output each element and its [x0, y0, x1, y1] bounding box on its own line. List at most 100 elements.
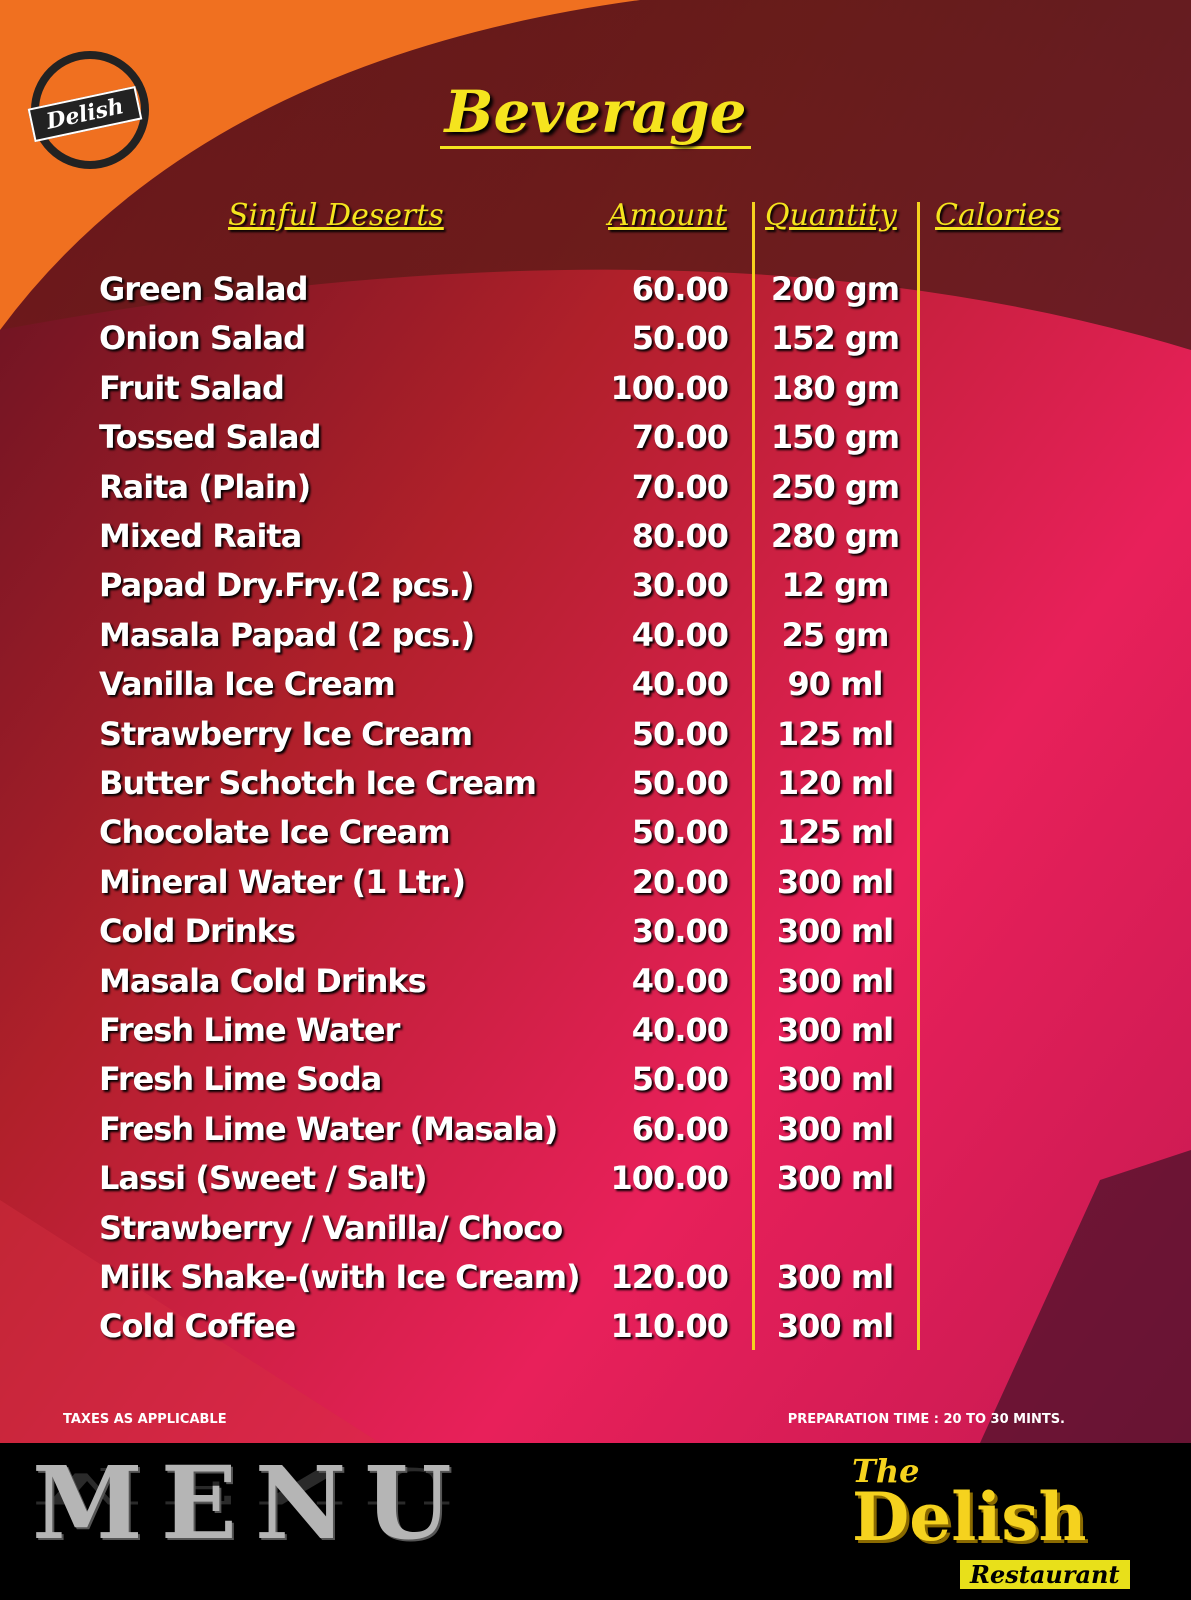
item-amount: 100.00	[610, 368, 729, 407]
item-amount: 30.00	[631, 566, 729, 605]
item-name: Butter Schotch Ice Cream	[99, 764, 537, 802]
item-amount: 50.00	[631, 764, 729, 802]
item-name: Cold Coffee	[99, 1307, 296, 1346]
item-quantity: 90 ml	[787, 665, 884, 704]
item-quantity: 300 ml	[776, 1109, 894, 1148]
column-header: Quantity	[765, 198, 897, 233]
item-quantity: 180 gm	[770, 368, 900, 407]
item-amount: 50.00	[631, 813, 729, 852]
item-name: Onion Salad	[99, 319, 306, 358]
item-quantity: 152 gm	[770, 319, 900, 358]
item-quantity: 200 gm	[770, 270, 900, 308]
title: Beverage	[0, 78, 1191, 149]
item-name: Raita (Plain)	[99, 467, 311, 506]
item-amount: 40.00	[631, 961, 729, 1000]
menu-row: Vanilla Ice Cream 40.00 90 ml	[0, 665, 1191, 715]
item-amount: 100.00	[610, 1159, 729, 1198]
item-name: Green Salad	[99, 270, 308, 308]
item-quantity: 300 ml	[776, 1258, 894, 1296]
preparation-note: PREPARATION TIME : 20 TO 30 MINTS.	[787, 1412, 1065, 1427]
item-quantity: 150 gm	[770, 418, 900, 457]
menu-row: Green Salad 60.00 200 gm	[0, 270, 1191, 320]
item-amount: 20.00	[631, 862, 729, 901]
item-name: Papad Dry.Fry.(2 pcs.)	[99, 566, 475, 605]
menu-row: Fruit Salad 100.00 180 gm	[0, 369, 1191, 419]
item-quantity: 12 gm	[781, 566, 890, 605]
menu-row: Fresh Lime Soda 50.00 300 ml	[0, 1060, 1191, 1110]
item-amount: 40.00	[631, 615, 729, 654]
item-quantity: 300 ml	[776, 1011, 894, 1049]
item-name: Mineral Water (1 Ltr.)	[99, 862, 466, 901]
item-name: Masala Papad (2 pcs.)	[99, 615, 475, 654]
item-quantity: 300 ml	[776, 912, 894, 951]
item-name: Fresh Lime Water	[99, 1011, 400, 1049]
brand-name: Delish	[852, 1478, 1087, 1556]
column-divider	[752, 202, 755, 1350]
menu-row: Fresh Lime Water 40.00 300 ml	[0, 1011, 1191, 1061]
item-amount: 40.00	[631, 665, 729, 704]
item-quantity: 120 ml	[776, 764, 894, 802]
item-name: Strawberry Ice Cream	[99, 714, 473, 753]
item-amount: 60.00	[631, 270, 729, 308]
menu-row: Strawberry Ice Cream 50.00 125 ml	[0, 715, 1191, 765]
column-header: Calories	[935, 198, 1061, 233]
brand-the: The	[852, 1452, 920, 1490]
item-name: Fresh Lime Water (Masala)	[99, 1109, 558, 1148]
item-amount: 80.00	[631, 517, 729, 555]
item-name: Chocolate Ice Cream	[99, 813, 451, 852]
item-name: Masala Cold Drinks	[99, 961, 427, 1000]
column-header: Amount	[608, 198, 727, 233]
taxes-note: TAXES AS APPLICABLE	[63, 1412, 227, 1427]
menu-row: Onion Salad 50.00 152 gm	[0, 319, 1191, 369]
item-amount: 120.00	[610, 1258, 729, 1296]
menu-row: Lassi (Sweet / Salt) 100.00 300 ml	[0, 1159, 1191, 1209]
item-quantity: 25 gm	[781, 615, 890, 654]
item-amount: 50.00	[631, 319, 729, 358]
menu-row: Chocolate Ice Cream 50.00 125 ml	[0, 813, 1191, 863]
item-name: Fresh Lime Soda	[99, 1060, 382, 1099]
item-amount: 50.00	[631, 1060, 729, 1099]
item-amount: 30.00	[631, 912, 729, 951]
item-name: Cold Drinks	[99, 912, 296, 951]
menu-row: Tossed Salad 70.00 150 gm	[0, 418, 1191, 468]
menu-row: Mixed Raita 80.00 280 gm	[0, 517, 1191, 567]
menu-row: Masala Cold Drinks 40.00 300 ml	[0, 962, 1191, 1012]
item-quantity: 300 ml	[776, 1307, 894, 1346]
menu-row: Raita (Plain) 70.00 250 gm	[0, 468, 1191, 518]
item-quantity: 300 ml	[776, 862, 894, 901]
item-amount: 70.00	[631, 467, 729, 506]
item-amount: 110.00	[610, 1307, 729, 1346]
item-name: Strawberry / Vanilla/ Choco	[99, 1208, 563, 1247]
item-quantity: 125 ml	[776, 813, 894, 852]
item-amount: 60.00	[631, 1109, 729, 1148]
menu-row: Masala Papad (2 pcs.) 40.00 25 gm	[0, 616, 1191, 666]
item-amount: 50.00	[631, 714, 729, 753]
item-quantity: 280 gm	[770, 517, 900, 555]
item-quantity: 300 ml	[776, 961, 894, 1000]
brand-tagline: Restaurant	[960, 1560, 1130, 1589]
menu-row: Mineral Water (1 Ltr.) 20.00 300 ml	[0, 863, 1191, 913]
menu-row: Butter Schotch Ice Cream 50.00 120 ml	[0, 764, 1191, 814]
item-quantity: 250 gm	[770, 467, 900, 506]
item-name: Vanilla Ice Cream	[99, 665, 396, 704]
menu-row: Cold Coffee 110.00 300 ml	[0, 1307, 1191, 1357]
item-name: Milk Shake-(with Ice Cream)	[99, 1258, 581, 1296]
item-quantity: 125 ml	[776, 714, 894, 753]
item-amount: 70.00	[631, 418, 729, 457]
item-quantity: 300 ml	[776, 1159, 894, 1198]
item-name: Fruit Salad	[99, 368, 285, 407]
title-text: Beverage	[440, 78, 751, 149]
item-amount: 40.00	[631, 1011, 729, 1049]
column-header: Sinful Deserts	[228, 198, 444, 233]
column-divider	[917, 202, 920, 1350]
menu-row: Papad Dry.Fry.(2 pcs.) 30.00 12 gm	[0, 566, 1191, 616]
item-name: Tossed Salad	[99, 418, 322, 457]
menu-row: Cold Drinks 30.00 300 ml	[0, 912, 1191, 962]
menu-row: Fresh Lime Water (Masala) 60.00 300 ml	[0, 1110, 1191, 1160]
menu-row: Strawberry / Vanilla/ Choco	[0, 1209, 1191, 1259]
item-name: Lassi (Sweet / Salt)	[99, 1159, 428, 1198]
menu-word: MENU	[32, 1444, 470, 1562]
item-name: Mixed Raita	[99, 517, 302, 555]
